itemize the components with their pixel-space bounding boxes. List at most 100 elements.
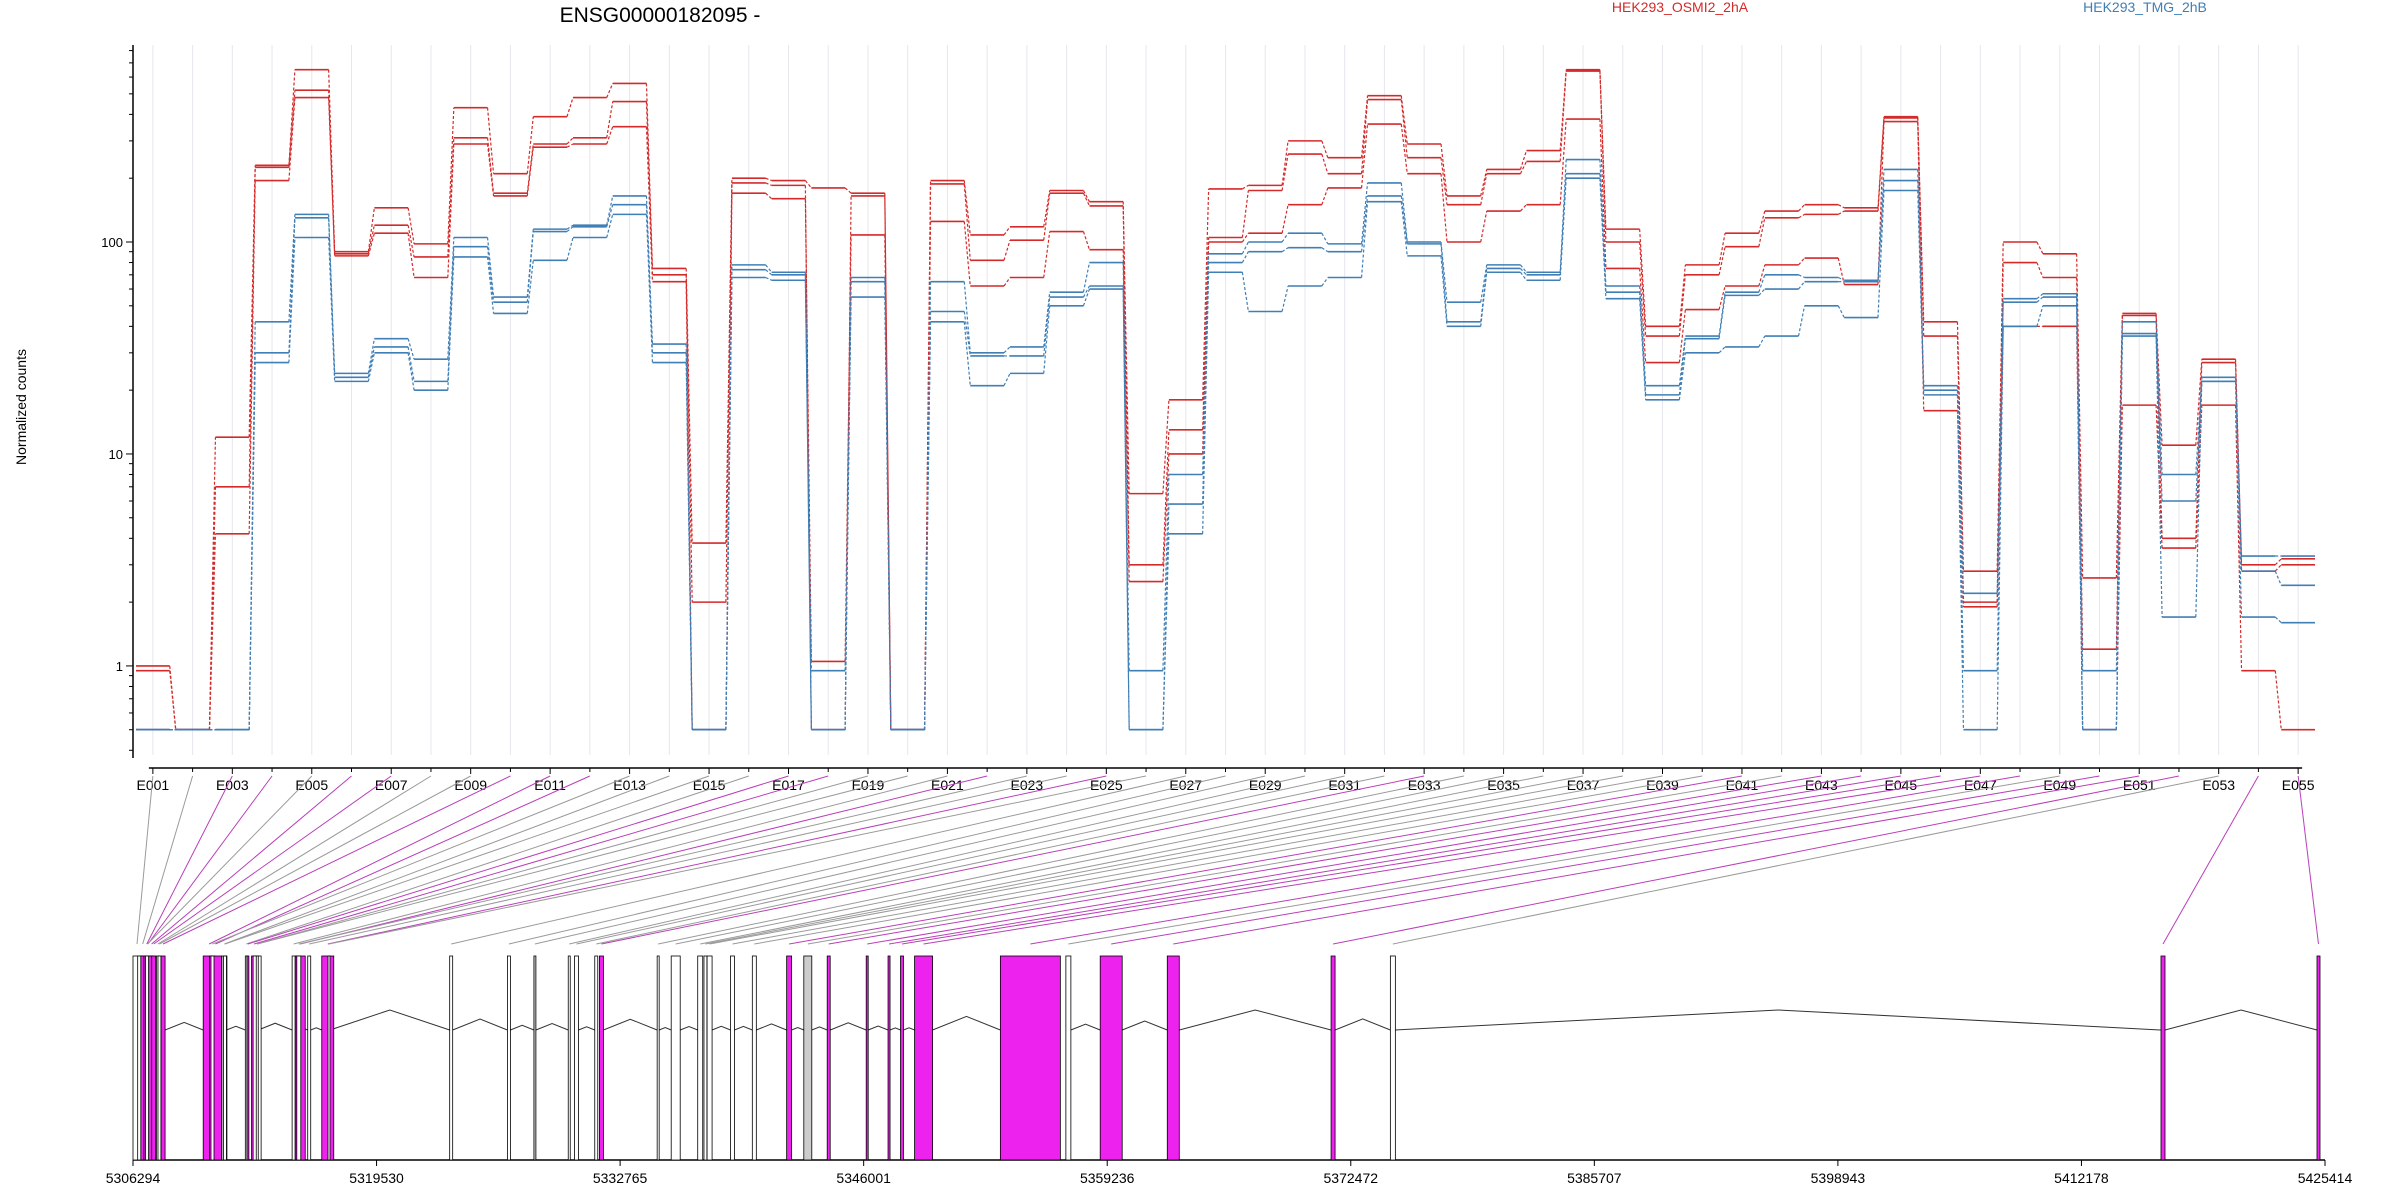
series-connector xyxy=(1440,143,1448,196)
series-connector xyxy=(1956,394,1965,730)
genomic-tick-label: 5385707 xyxy=(1567,1170,1622,1186)
exon-link xyxy=(569,775,1306,945)
intron-line xyxy=(164,1021,204,1031)
series-connector xyxy=(1678,309,1686,363)
exon-link xyxy=(1332,775,2180,945)
series-connector xyxy=(288,214,296,322)
series-connector xyxy=(526,143,534,194)
intron-line xyxy=(734,1025,753,1031)
genomic-tick-label: 5319530 xyxy=(349,1170,404,1186)
series-connector xyxy=(1718,285,1726,310)
series-connector xyxy=(884,297,892,730)
exon-link xyxy=(208,775,551,945)
series-connector xyxy=(566,226,574,233)
x-tick-label: E015 xyxy=(693,777,726,793)
series-connector xyxy=(2115,321,2123,671)
exon-box xyxy=(900,955,904,1161)
exon-box xyxy=(449,955,454,1161)
series-connector xyxy=(208,533,217,730)
exon-box xyxy=(1099,955,1123,1161)
exon-box xyxy=(914,955,933,1161)
series-connector xyxy=(407,338,415,360)
series-connector xyxy=(2076,305,2084,730)
series-connector xyxy=(1480,210,1488,243)
exon-box xyxy=(160,955,166,1161)
exon-link xyxy=(256,775,869,945)
exon-link xyxy=(901,775,1941,945)
series-connector xyxy=(1043,292,1051,347)
genomic-tick-label: 5359236 xyxy=(1080,1170,1135,1186)
exon-link xyxy=(754,775,1703,945)
series-connector xyxy=(486,107,495,174)
exon-link xyxy=(247,775,789,945)
exon-link xyxy=(151,775,352,945)
series-connector xyxy=(1122,201,1130,494)
exon-link xyxy=(596,775,1385,945)
series-connector xyxy=(765,269,773,276)
intron-line xyxy=(658,1027,672,1031)
exon-link xyxy=(157,775,432,945)
y-tick-label: 10 xyxy=(109,447,123,462)
intron-line xyxy=(510,1024,535,1031)
exon-link xyxy=(867,775,1862,945)
series-connector xyxy=(1082,262,1091,293)
series-connector xyxy=(526,147,534,196)
series-connector xyxy=(1718,233,1726,265)
series-connector xyxy=(1758,210,1766,234)
exon-link xyxy=(1392,775,2219,945)
intron-line xyxy=(680,1025,698,1031)
series-connector xyxy=(1639,285,1647,386)
series-connector xyxy=(2274,670,2282,730)
series-connector xyxy=(1360,201,1369,278)
series-connector xyxy=(566,97,574,117)
exon-box xyxy=(703,955,708,1161)
exon-box xyxy=(730,955,735,1161)
x-tick-label: E013 xyxy=(613,777,646,793)
series-connector xyxy=(1559,71,1567,162)
series-connector xyxy=(407,233,415,278)
exon-box xyxy=(826,955,831,1161)
series-connector xyxy=(367,346,375,378)
series-connector xyxy=(1877,180,1885,282)
intron-line xyxy=(258,1022,293,1031)
exon-link xyxy=(300,775,988,945)
series-connector xyxy=(447,256,455,391)
series-connector xyxy=(1758,335,1766,348)
series-connector xyxy=(2115,336,2123,730)
x-tick-label: E021 xyxy=(931,777,964,793)
series-connector xyxy=(1718,295,1726,339)
exon-box xyxy=(151,955,157,1161)
series-connector xyxy=(765,276,772,281)
series-connector xyxy=(2274,564,2282,572)
exon-box xyxy=(706,955,713,1161)
exon-box xyxy=(2160,955,2166,1161)
series-connector xyxy=(1480,264,1488,303)
exon-link xyxy=(576,775,1345,945)
genomic-tick-label: 5398943 xyxy=(1811,1170,1866,1186)
x-tick-label: E009 xyxy=(454,777,487,793)
series-connector xyxy=(1162,474,1170,671)
series-connector xyxy=(169,670,177,730)
exon-link xyxy=(142,775,194,945)
series-connector xyxy=(606,83,614,98)
series-connector xyxy=(1400,95,1408,145)
series-connector xyxy=(1956,410,1965,607)
genomic-tick-label: 5412178 xyxy=(2054,1170,2109,1186)
series-connector xyxy=(1043,193,1051,241)
series-connector xyxy=(1480,173,1488,205)
exon-link xyxy=(309,775,1067,945)
series-connector xyxy=(1519,150,1528,170)
exon-box xyxy=(1389,955,1396,1161)
series-connector xyxy=(1162,533,1170,730)
intron-line xyxy=(932,1015,1001,1031)
legend-entry-osmi2: HEK293_OSMI2_2hA xyxy=(1612,0,1749,15)
exon-box xyxy=(887,955,891,1161)
exon-link xyxy=(162,775,511,945)
exon-link xyxy=(147,775,313,945)
series-connector xyxy=(1917,190,1925,395)
genomic-tick-label: 5332765 xyxy=(593,1170,648,1186)
series-connector xyxy=(1837,305,1845,318)
exon-link xyxy=(2162,775,2259,945)
series-connector xyxy=(1281,204,1289,234)
